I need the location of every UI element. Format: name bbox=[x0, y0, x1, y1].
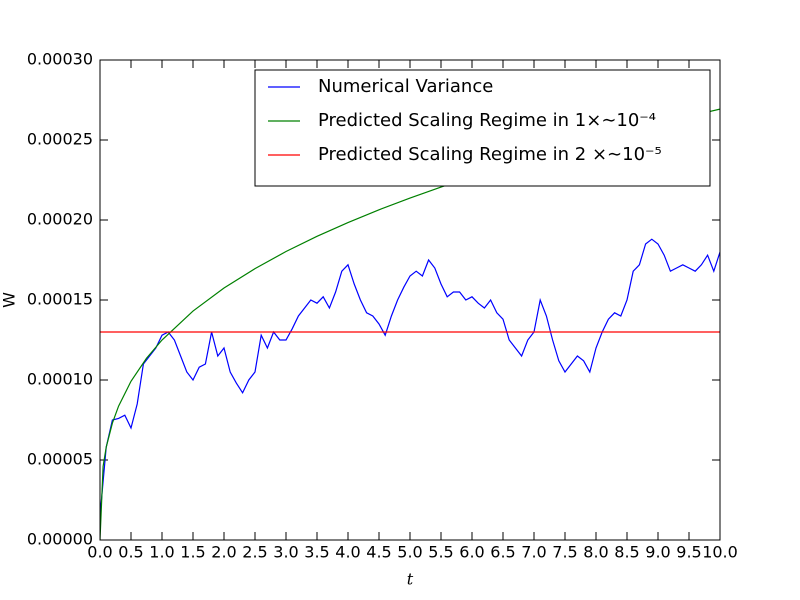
x-tick-label: 8.0 bbox=[583, 543, 608, 562]
legend-label: Numerical Variance bbox=[318, 76, 493, 97]
x-tick-label: 6.0 bbox=[459, 543, 484, 562]
y-tick-label: 0.00010 bbox=[27, 370, 93, 389]
x-tick-label: 3.5 bbox=[304, 543, 329, 562]
y-tick-label: 0.00000 bbox=[27, 530, 93, 549]
legend-label: Predicted Scaling Regime in 1×∼10⁻⁴ bbox=[318, 110, 656, 131]
x-axis-label: t bbox=[407, 570, 414, 589]
x-tick-label: 4.0 bbox=[335, 543, 360, 562]
series-line bbox=[100, 238, 720, 517]
plot-frame bbox=[99, 59, 721, 541]
y-tick-label: 0.00005 bbox=[27, 450, 93, 469]
y-tick-label: 0.00030 bbox=[27, 50, 93, 69]
y-axis-label: W bbox=[0, 292, 19, 308]
x-tick-label: 0.0 bbox=[87, 543, 112, 562]
y-tick-label: 0.00020 bbox=[27, 210, 93, 229]
x-tick-label: 2.5 bbox=[242, 543, 267, 562]
y-tick-label: 0.00025 bbox=[27, 130, 93, 149]
x-tick-label: 9.0 bbox=[645, 543, 670, 562]
x-tick-label: 5.5 bbox=[428, 543, 453, 562]
x-tick-label: 4.5 bbox=[366, 543, 391, 562]
x-tick-label: 1.5 bbox=[180, 543, 205, 562]
x-tick-label: 10.0 bbox=[702, 543, 738, 562]
x-tick-label: 7.0 bbox=[521, 543, 546, 562]
x-tick-label: 3.0 bbox=[273, 543, 298, 562]
x-tick-label: 2.0 bbox=[211, 543, 236, 562]
x-tick-label: 6.5 bbox=[490, 543, 515, 562]
legend-box bbox=[254, 69, 711, 187]
legend-label: Predicted Scaling Regime in 2 ×∼10⁻⁵ bbox=[318, 144, 662, 165]
y-tick-label: 0.00015 bbox=[27, 290, 93, 309]
x-tick-label: 7.5 bbox=[552, 543, 577, 562]
x-tick-label: 1.0 bbox=[149, 543, 174, 562]
x-tick-label: 9.5 bbox=[676, 543, 701, 562]
x-tick-label: 5.0 bbox=[397, 543, 422, 562]
x-tick-label: 0.5 bbox=[118, 543, 143, 562]
x-tick-label: 8.5 bbox=[614, 543, 639, 562]
